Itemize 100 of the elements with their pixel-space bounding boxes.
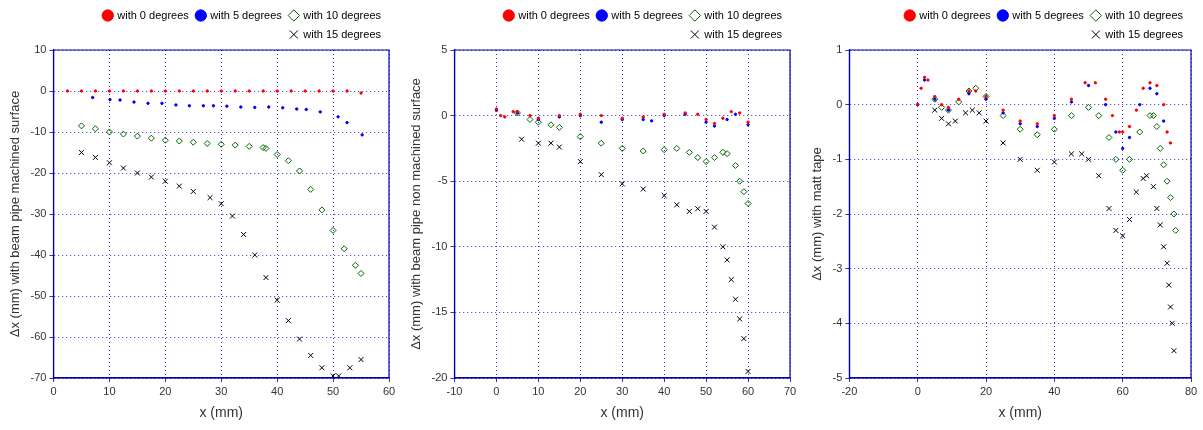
- point: [161, 136, 169, 144]
- x-tick-label: 20: [574, 384, 587, 397]
- point: [296, 167, 304, 175]
- point: [335, 372, 342, 378]
- y-tick-label: -2: [832, 207, 843, 220]
- point: [555, 123, 563, 131]
- point: [1167, 194, 1174, 202]
- y-tick-label: -4: [832, 316, 843, 329]
- y-tick-label: -20: [30, 166, 47, 179]
- y-tick-label: -5: [832, 371, 843, 384]
- y-tick-label: -60: [30, 330, 47, 343]
- point: [1170, 347, 1177, 354]
- point: [702, 158, 710, 166]
- point: [1017, 156, 1024, 163]
- point: [1167, 303, 1174, 310]
- point: [357, 269, 365, 277]
- point: [1149, 112, 1157, 120]
- point: [106, 159, 113, 166]
- point: [1112, 155, 1120, 163]
- x-tick-label: 30: [616, 384, 629, 397]
- x-tick-label: 60: [382, 384, 396, 397]
- point: [207, 194, 214, 201]
- point: [1169, 320, 1176, 327]
- y-tick-label: -15: [431, 305, 448, 318]
- point: [176, 183, 183, 190]
- point: [1085, 156, 1092, 163]
- point: [358, 356, 365, 363]
- point: [1163, 177, 1171, 185]
- y-tick-label: -3: [832, 261, 843, 274]
- x-tick-label: 80: [1184, 384, 1198, 397]
- point: [1170, 210, 1178, 218]
- point: [740, 188, 748, 196]
- y-tick-label: 1: [836, 43, 843, 56]
- point: [711, 224, 718, 231]
- point: [1068, 150, 1075, 157]
- point: [962, 109, 969, 116]
- point: [660, 146, 668, 154]
- point: [976, 109, 983, 116]
- point: [526, 116, 534, 124]
- point: [1033, 131, 1041, 139]
- point: [1150, 183, 1157, 190]
- x-tick-label: 50: [326, 384, 340, 397]
- point: [262, 144, 270, 152]
- point: [740, 335, 747, 342]
- point: [673, 144, 681, 152]
- point: [284, 157, 292, 165]
- legend-label: with 0 degrees: [918, 8, 992, 21]
- x-axis-title: x (mm): [199, 404, 244, 421]
- legend-label: with 10 degrees: [302, 8, 382, 21]
- point: [703, 208, 710, 215]
- point: [723, 150, 731, 158]
- point: [640, 186, 647, 193]
- point: [744, 200, 752, 207]
- point: [969, 107, 976, 114]
- point: [175, 137, 183, 145]
- y-tick-label: 10: [34, 43, 47, 56]
- point: [534, 118, 542, 126]
- x-tick-label: 50: [700, 384, 713, 397]
- point: [162, 178, 169, 185]
- point: [639, 147, 647, 155]
- point: [1153, 205, 1160, 212]
- x-tick-label: 20: [979, 384, 993, 397]
- point: [673, 201, 680, 208]
- point: [229, 213, 236, 220]
- point: [732, 296, 739, 303]
- point: [1140, 175, 1147, 182]
- y-tick-label: -30: [30, 207, 47, 220]
- x-axis-title: x (mm): [998, 404, 1042, 421]
- point: [351, 261, 359, 269]
- y-axis-title: Δx (mm) with matt tape: [809, 147, 825, 281]
- point: [1136, 128, 1144, 136]
- point: [598, 171, 605, 178]
- x-tick-label: 60: [741, 384, 755, 397]
- point: [1156, 144, 1164, 152]
- point: [148, 174, 155, 181]
- x-tick-label: 0: [50, 384, 57, 397]
- point: [728, 276, 735, 283]
- point: [518, 136, 525, 143]
- point: [619, 180, 626, 187]
- point: [597, 139, 605, 147]
- point: [1085, 103, 1093, 111]
- x-tick-label: 10: [103, 384, 116, 397]
- legend-label: with 15 degrees: [302, 27, 382, 40]
- point: [245, 142, 253, 150]
- y-tick-label: -10: [30, 125, 47, 138]
- x-tick-label: 0: [914, 384, 921, 397]
- point: [931, 107, 938, 114]
- point: [1050, 125, 1058, 133]
- point: [719, 148, 727, 156]
- point: [1051, 159, 1058, 166]
- x-tick-label: 40: [1048, 384, 1061, 397]
- point: [1160, 161, 1168, 169]
- point: [133, 132, 141, 140]
- point: [556, 144, 563, 151]
- y-tick-label: -20: [431, 371, 448, 384]
- point: [577, 158, 584, 165]
- point: [318, 364, 325, 371]
- point: [1126, 155, 1134, 163]
- point: [535, 140, 542, 147]
- x-tick-label: 40: [271, 384, 284, 397]
